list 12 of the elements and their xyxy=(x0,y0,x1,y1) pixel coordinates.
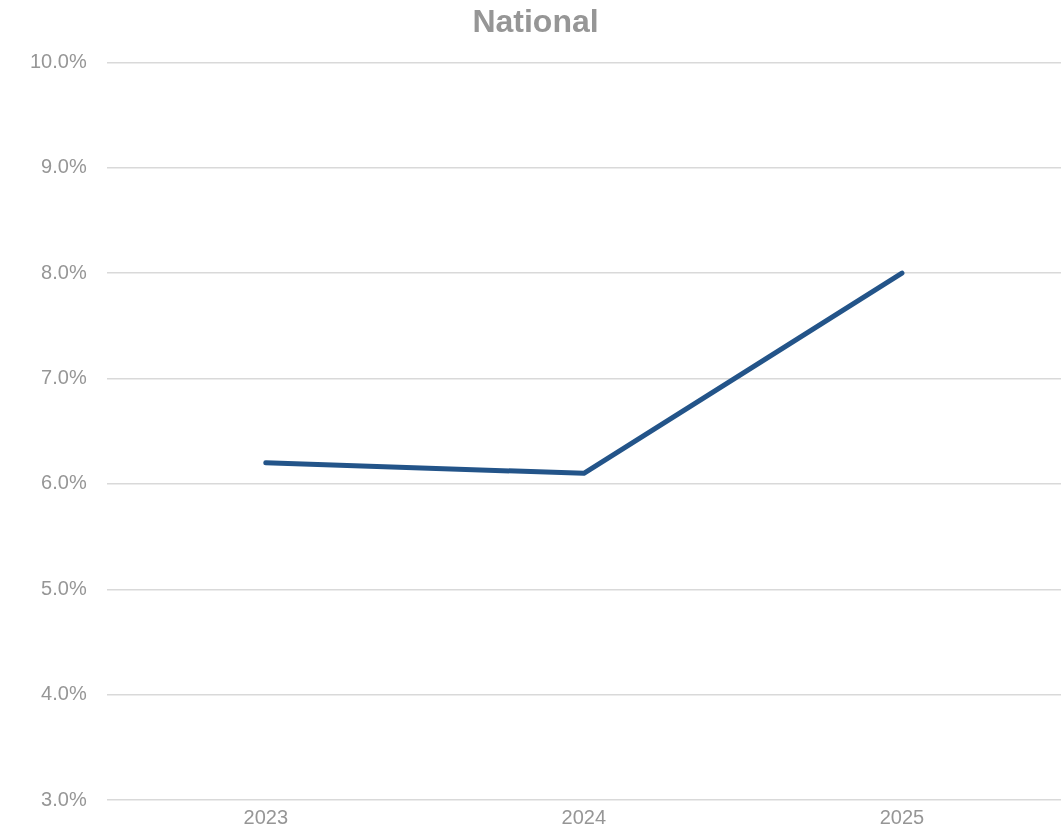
y-tick-label: 9.0% xyxy=(41,155,87,178)
y-tick-label: 10.0% xyxy=(29,49,87,72)
y-tick-label: 6.0% xyxy=(41,471,87,494)
chart-title: National xyxy=(472,3,599,40)
y-tick-label: 8.0% xyxy=(41,260,87,283)
x-tick-label: 2025 xyxy=(879,805,925,828)
y-tick-label: 3.0% xyxy=(41,787,87,810)
y-tick-label: 7.0% xyxy=(41,366,87,389)
x-tick-label: 2023 xyxy=(243,805,289,828)
y-tick-label: 4.0% xyxy=(41,682,87,705)
y-tick-label: 5.0% xyxy=(41,576,87,599)
x-tick-label: 2024 xyxy=(561,805,607,828)
